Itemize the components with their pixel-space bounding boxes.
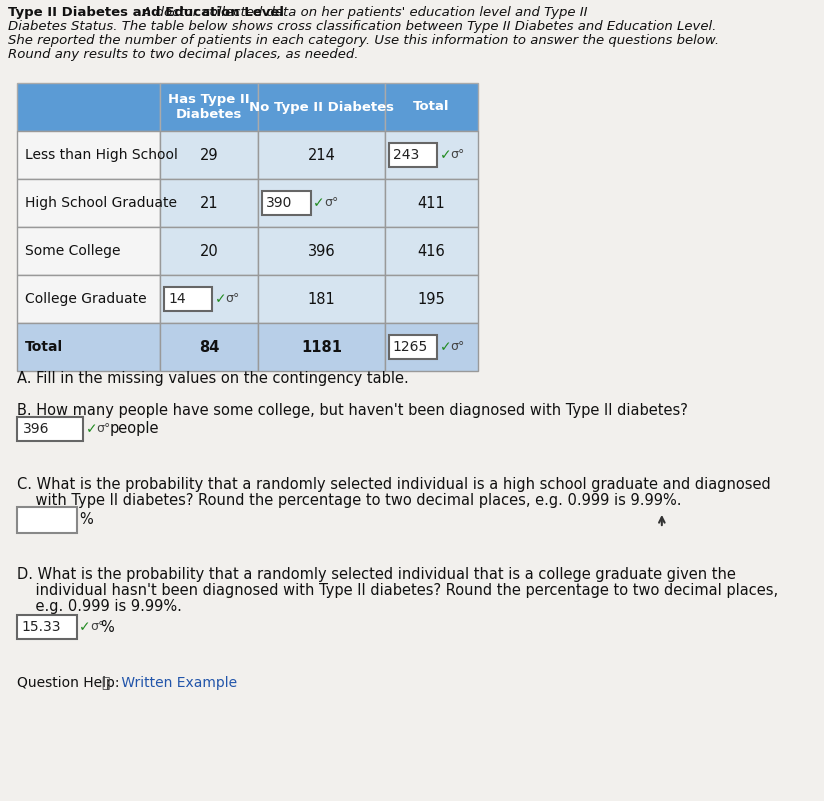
Bar xyxy=(160,179,258,227)
Text: 15.33: 15.33 xyxy=(21,620,61,634)
Text: 📖: 📖 xyxy=(101,676,110,690)
Text: individual hasn't been diagnosed with Type II diabetes? Round the percentage to : individual hasn't been diagnosed with Ty… xyxy=(16,583,778,598)
Bar xyxy=(385,179,478,227)
Text: ✓: ✓ xyxy=(215,292,227,306)
Text: 396: 396 xyxy=(23,422,49,436)
Text: 20: 20 xyxy=(199,244,218,259)
Text: 390: 390 xyxy=(266,196,293,210)
Bar xyxy=(385,227,478,275)
Text: 416: 416 xyxy=(418,244,445,259)
Text: 243: 243 xyxy=(393,148,419,162)
Bar xyxy=(258,227,385,275)
Bar xyxy=(258,323,385,371)
Text: B. How many people have some college, but haven't been diagnosed with Type II di: B. How many people have some college, bu… xyxy=(16,403,687,418)
Text: A doctor collected data on her patients' education level and Type II: A doctor collected data on her patients'… xyxy=(138,6,588,19)
Text: 214: 214 xyxy=(307,147,335,163)
Text: e.g. 0.999 is 9.99%.: e.g. 0.999 is 9.99%. xyxy=(16,599,181,614)
Bar xyxy=(16,83,160,131)
Text: High School Graduate: High School Graduate xyxy=(25,196,177,210)
Bar xyxy=(160,227,258,275)
Text: 396: 396 xyxy=(307,244,335,259)
Text: 411: 411 xyxy=(418,195,445,211)
Bar xyxy=(385,323,478,371)
Bar xyxy=(160,83,258,131)
Bar xyxy=(258,83,385,131)
Text: Round any results to two decimal places, as needed.: Round any results to two decimal places,… xyxy=(8,48,358,61)
Text: Total: Total xyxy=(413,100,449,114)
Text: No Type II Diabetes: No Type II Diabetes xyxy=(249,100,394,114)
Text: Has Type II
Diabetes: Has Type II Diabetes xyxy=(168,93,250,121)
Text: %: % xyxy=(100,619,114,634)
Text: Type II Diabetes and Education Level: Type II Diabetes and Education Level xyxy=(8,6,284,19)
Bar xyxy=(258,275,385,323)
Bar xyxy=(16,507,77,533)
Bar xyxy=(16,275,160,323)
Text: She reported the number of patients in each category. Use this information to an: She reported the number of patients in e… xyxy=(8,34,719,47)
Text: ✓: ✓ xyxy=(86,422,97,436)
Bar xyxy=(258,179,385,227)
Bar xyxy=(160,131,258,179)
Bar xyxy=(16,417,83,441)
Text: ✓: ✓ xyxy=(439,148,452,162)
Bar xyxy=(160,323,258,371)
Bar xyxy=(389,335,437,359)
Bar xyxy=(164,287,213,311)
Text: 14: 14 xyxy=(168,292,185,306)
Text: College Graduate: College Graduate xyxy=(25,292,147,306)
Text: 29: 29 xyxy=(199,147,218,163)
Bar xyxy=(16,227,160,275)
Text: Some College: Some College xyxy=(25,244,120,258)
Bar xyxy=(262,191,311,215)
Bar xyxy=(16,323,160,371)
Text: Question Help:: Question Help: xyxy=(16,676,119,690)
Text: 195: 195 xyxy=(418,292,445,307)
Text: people: people xyxy=(110,421,159,437)
Bar xyxy=(385,83,478,131)
Bar xyxy=(16,131,160,179)
Text: σ°: σ° xyxy=(451,148,465,162)
Bar xyxy=(385,131,478,179)
Text: σ°: σ° xyxy=(226,292,240,305)
Bar xyxy=(389,143,437,167)
Text: Less than High School: Less than High School xyxy=(25,148,178,162)
Text: σ°: σ° xyxy=(96,422,111,436)
Text: D. What is the probability that a randomly selected individual that is a college: D. What is the probability that a random… xyxy=(16,567,736,582)
Text: σ°: σ° xyxy=(90,621,105,634)
Text: 21: 21 xyxy=(199,195,218,211)
Text: 1181: 1181 xyxy=(301,340,342,355)
Bar xyxy=(385,275,478,323)
Text: Written Example: Written Example xyxy=(116,676,236,690)
Text: 181: 181 xyxy=(307,292,335,307)
Text: 84: 84 xyxy=(199,340,219,355)
Bar xyxy=(16,615,77,639)
Text: ✓: ✓ xyxy=(313,196,325,210)
Text: ✓: ✓ xyxy=(439,340,452,354)
Text: Diabetes Status. The table below shows cross classification between Type II Diab: Diabetes Status. The table below shows c… xyxy=(8,20,717,33)
Text: ✓: ✓ xyxy=(79,620,91,634)
Text: Total: Total xyxy=(25,340,63,354)
Text: C. What is the probability that a randomly selected individual is a high school : C. What is the probability that a random… xyxy=(16,477,770,492)
Bar xyxy=(16,179,160,227)
Text: σ°: σ° xyxy=(451,340,465,353)
Text: A. Fill in the missing values on the contingency table.: A. Fill in the missing values on the con… xyxy=(16,371,409,386)
Text: %: % xyxy=(79,513,93,528)
Bar xyxy=(160,275,258,323)
Bar xyxy=(258,131,385,179)
Text: 1265: 1265 xyxy=(393,340,428,354)
Text: σ°: σ° xyxy=(324,196,338,210)
Text: with Type II diabetes? Round the percentage to two decimal places, e.g. 0.999 is: with Type II diabetes? Round the percent… xyxy=(16,493,681,508)
